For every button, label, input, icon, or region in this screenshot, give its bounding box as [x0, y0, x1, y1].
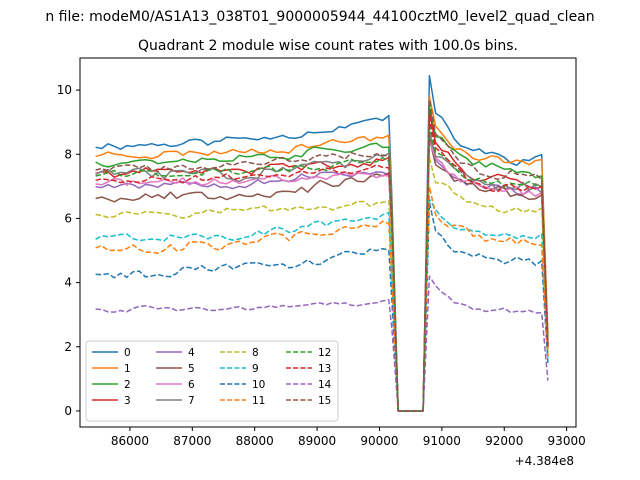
- y-tick-label: 4: [64, 276, 72, 290]
- x-offset-label: +4.384e8: [515, 454, 574, 468]
- legend-label-1: 1: [124, 363, 131, 375]
- legend-label-5: 5: [188, 363, 195, 375]
- y-tick-label: 2: [64, 340, 72, 354]
- legend-label-15: 15: [318, 395, 331, 407]
- plot-area: 86000 87000 88000 89000 90000 91000 92000 93000…: [57, 57, 586, 468]
- x-tick-label: 93000: [548, 434, 586, 448]
- legend-label-12: 12: [318, 347, 331, 359]
- legend-label-13: 13: [318, 363, 331, 375]
- y-tick-label: 0: [64, 404, 72, 418]
- y-tick-label: 6: [64, 211, 72, 225]
- legend-label-9: 9: [252, 363, 259, 375]
- legend-label-8: 8: [252, 347, 259, 359]
- legend-label-2: 2: [124, 379, 131, 391]
- x-tick-label: 89000: [298, 434, 336, 448]
- axes-frame: [79, 57, 577, 428]
- series-line-10: [95, 201, 549, 412]
- x-tick-label: 91000: [423, 434, 461, 448]
- series-line-11: [95, 185, 549, 412]
- series-line-0: [95, 74, 549, 412]
- figure-suptitle: n file: modeM0/AS1A13_038T01_9000005944_…: [45, 9, 594, 25]
- legend-label-0: 0: [124, 347, 131, 359]
- legend-label-14: 14: [318, 379, 332, 391]
- series-line-12: [95, 124, 549, 412]
- series-line-15: [95, 98, 549, 412]
- series-line-14: [95, 275, 549, 412]
- legend-label-6: 6: [188, 379, 195, 391]
- y-axis: 0 2 4 6 8 10: [57, 83, 80, 418]
- legend-label-3: 3: [124, 395, 131, 407]
- series-line-8: [95, 156, 549, 412]
- series-line-6: [95, 140, 549, 412]
- chart-title: Quadrant 2 module wise count rates with …: [138, 38, 518, 54]
- x-tick-label: 88000: [236, 434, 274, 448]
- series-layer: [95, 74, 549, 412]
- x-tick-label: 92000: [485, 434, 523, 448]
- y-tick-label: 10: [57, 83, 72, 97]
- legend-label-10: 10: [252, 379, 265, 391]
- series-line-2: [95, 105, 549, 412]
- x-tick-label: 86000: [111, 434, 149, 448]
- x-tick-label: 90000: [360, 434, 398, 448]
- legend-label-4: 4: [188, 347, 195, 359]
- legend-box: [85, 340, 339, 422]
- series-line-5: [95, 137, 549, 412]
- series-line-13: [95, 118, 549, 412]
- y-tick-label: 8: [64, 147, 72, 161]
- legend-label-7: 7: [188, 395, 195, 407]
- legend-label-11: 11: [252, 395, 265, 407]
- series-line-9: [95, 198, 549, 412]
- x-tick-label: 87000: [173, 434, 211, 448]
- x-axis: 86000 87000 88000 89000 90000 91000 92000 93000: [111, 427, 586, 448]
